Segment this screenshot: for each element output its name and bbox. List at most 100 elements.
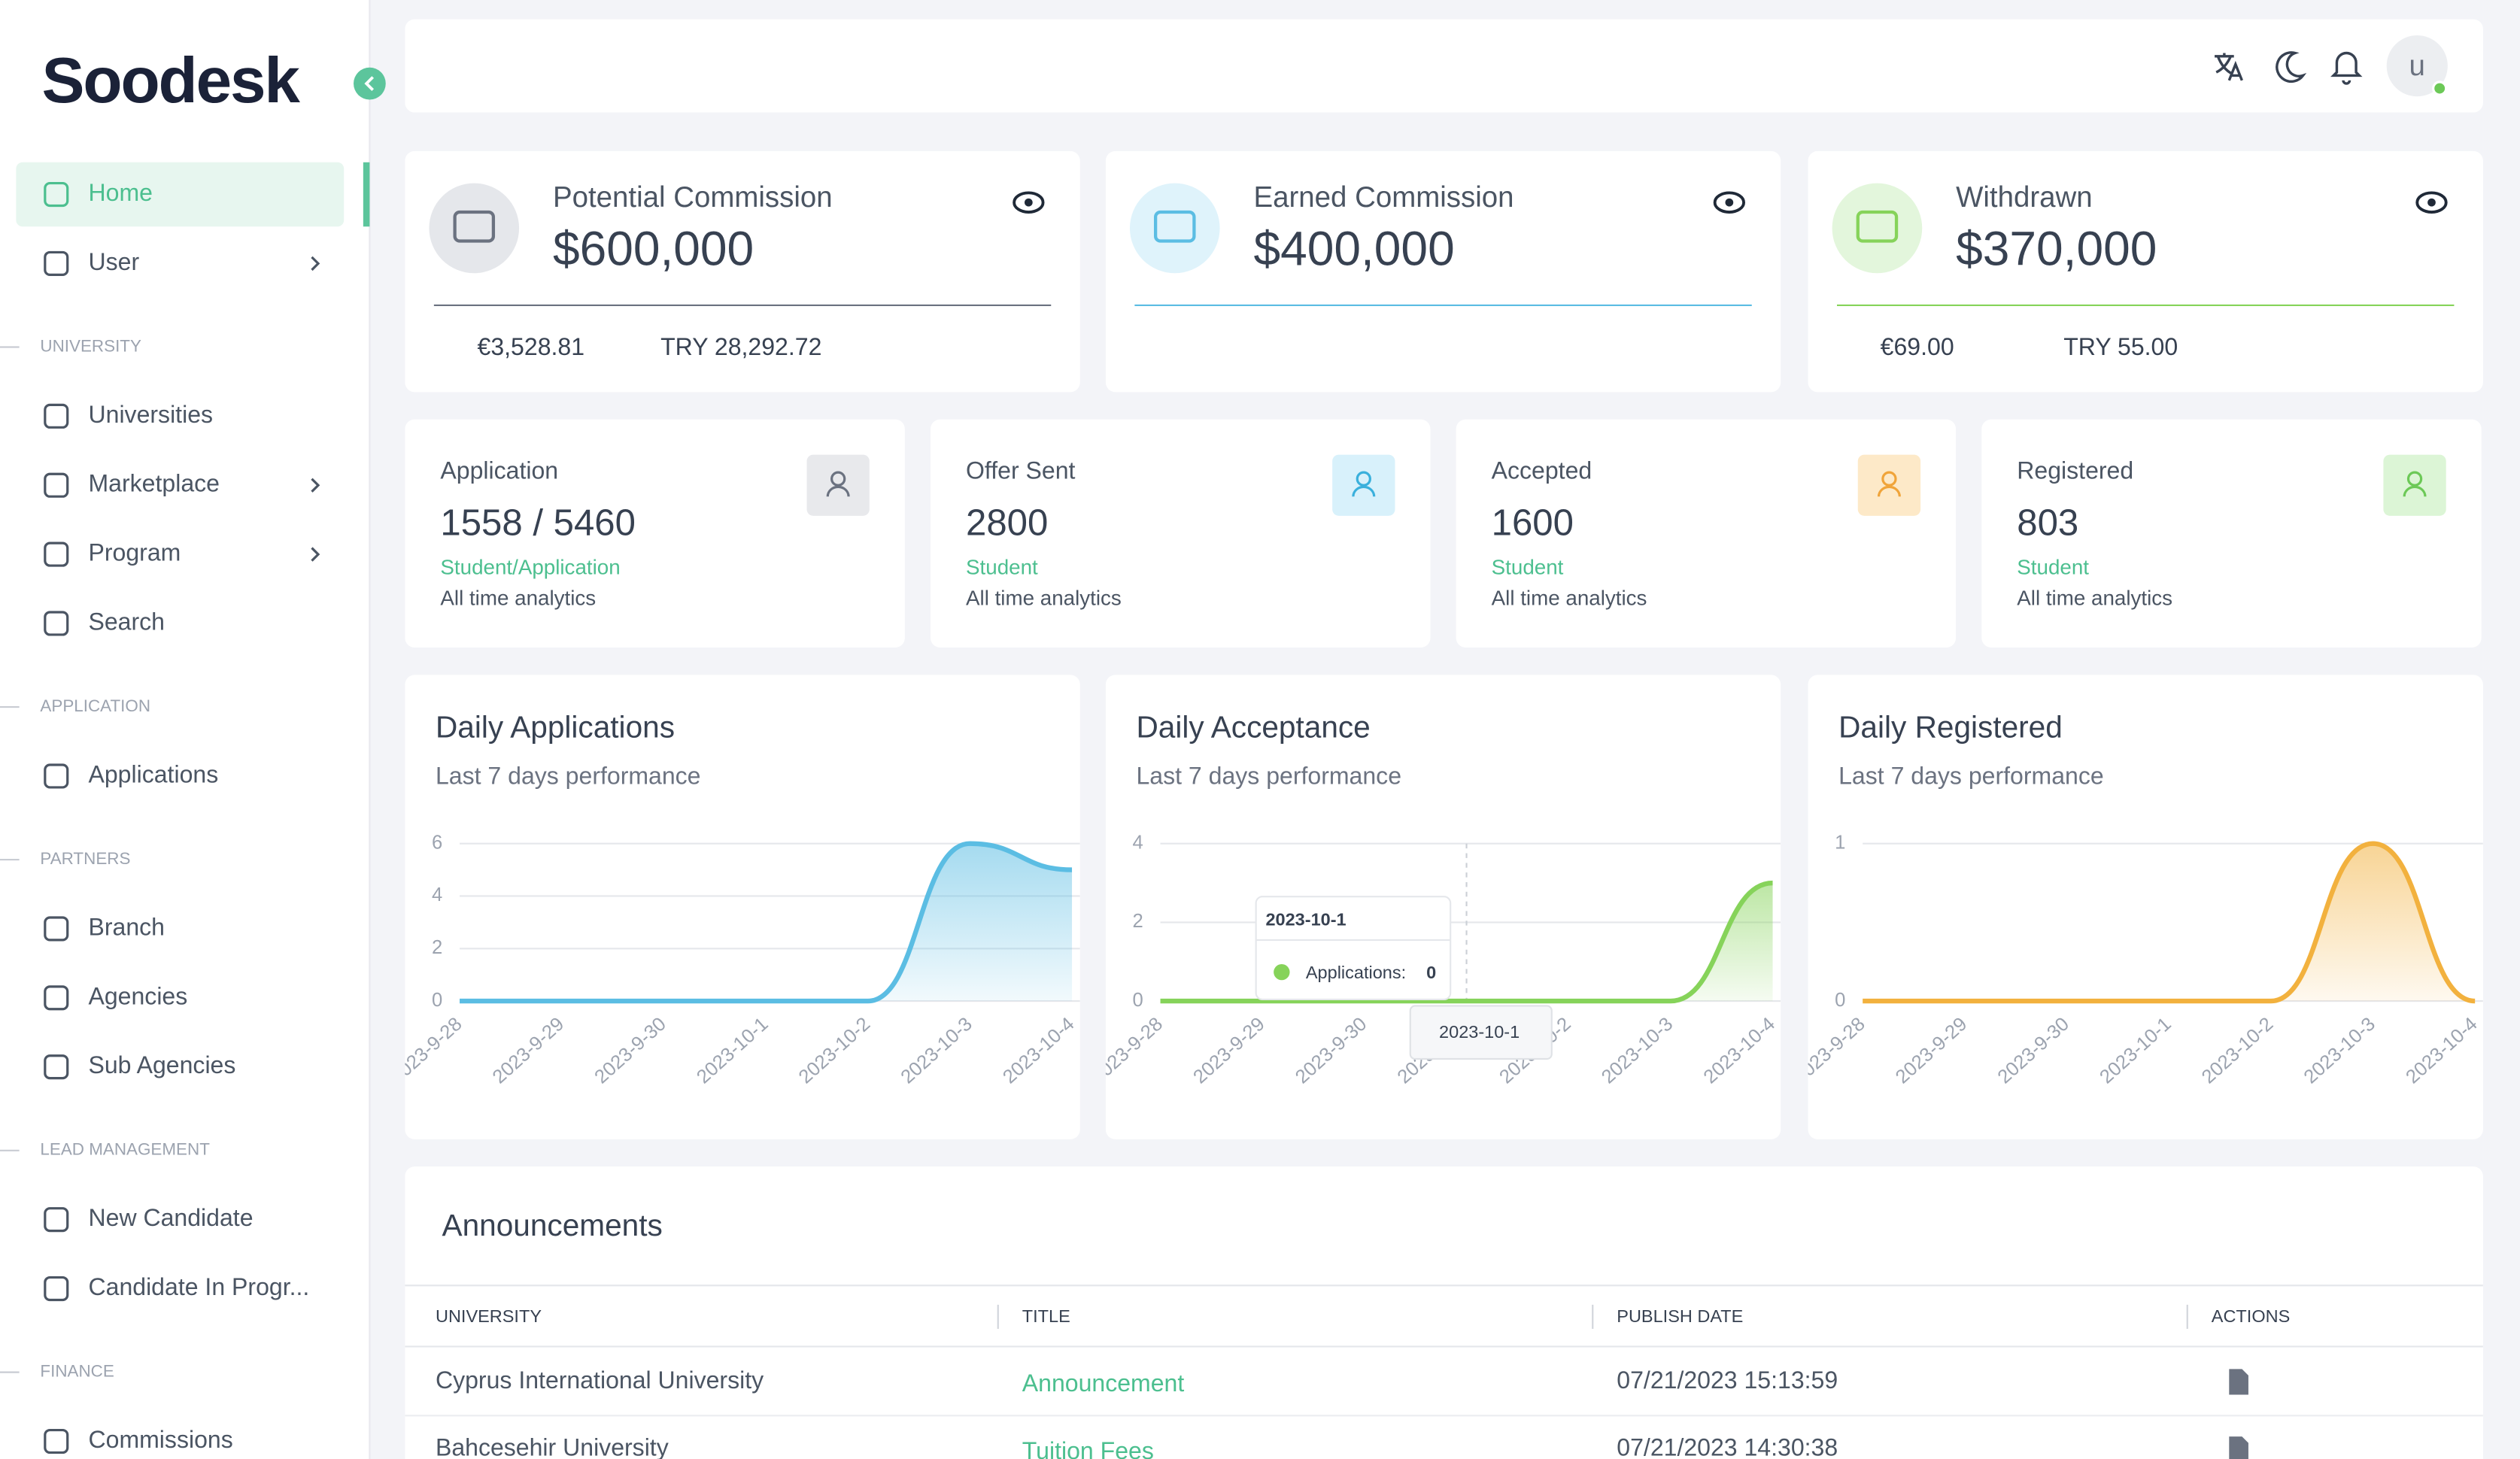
stat-card xyxy=(1456,419,1957,648)
collapse-button[interactable] xyxy=(354,67,386,100)
table-cell[interactable]: Announcement xyxy=(1022,1370,1185,1397)
nav-item[interactable]: New Candidate xyxy=(89,1204,254,1231)
section-heading: PARTNERS xyxy=(40,849,130,868)
stat-value: 803 xyxy=(2017,503,2078,544)
nav-item[interactable]: Program xyxy=(89,539,181,566)
stat-note: All time analytics xyxy=(440,586,596,609)
table-cell: Cyprus International University xyxy=(436,1366,764,1394)
nav-icon xyxy=(44,403,69,429)
theme-icon[interactable] xyxy=(2276,51,2307,83)
y-tick-label: 4 xyxy=(432,884,442,905)
stat-value: 1600 xyxy=(1492,503,1574,544)
tooltip-marker xyxy=(1274,963,1290,981)
eye-icon[interactable] xyxy=(1713,191,1746,214)
table-cell: Bahcesehir University xyxy=(436,1434,669,1459)
tooltip-title: 2023-10-1 xyxy=(1265,909,1346,929)
stat-icon-body xyxy=(1352,485,1376,497)
area-fill xyxy=(1863,843,2476,1002)
nav-active-bg xyxy=(16,162,345,227)
section-heading: APPLICATION xyxy=(40,696,150,715)
chart-card xyxy=(1808,675,2483,1139)
chart-title: Daily Applications xyxy=(436,710,675,745)
x-tooltip xyxy=(1409,1005,1553,1060)
stat-icon-head xyxy=(1881,471,1897,487)
eye-pupil xyxy=(2427,198,2436,207)
section-heading: FINANCE xyxy=(40,1362,114,1381)
stat-unit: Student xyxy=(966,556,1038,579)
nav-item[interactable]: Commissions xyxy=(89,1426,233,1453)
commission-sub: €69.00 xyxy=(1881,333,1954,360)
translate-icon[interactable] xyxy=(2215,53,2243,81)
stat-unit: Student/Application xyxy=(440,556,620,579)
y-tick-label: 0 xyxy=(1835,990,1845,1011)
area-line xyxy=(1160,880,1773,1004)
nav-item[interactable]: Agencies xyxy=(89,982,188,1009)
nav-item[interactable]: Universities xyxy=(89,401,214,428)
commission-amount: $600,000 xyxy=(553,221,754,275)
nav-item[interactable]: User xyxy=(89,248,140,275)
header-icons xyxy=(2215,51,2363,85)
nav-icon xyxy=(44,250,69,276)
brand: Soodesk xyxy=(42,45,301,117)
top-bar xyxy=(405,19,2483,113)
collapse-icon xyxy=(364,76,375,92)
area-fill xyxy=(1160,883,1773,1002)
nav-icon xyxy=(44,472,69,498)
commission-card xyxy=(1105,150,1781,393)
y-tick-label: 2 xyxy=(1132,911,1143,932)
chart-title: Daily Registered xyxy=(1838,710,2063,745)
chart-subtitle: Last 7 days performance xyxy=(1136,763,1401,790)
y-tick-label: 1 xyxy=(1835,832,1845,853)
nav-item[interactable]: Home xyxy=(89,179,153,206)
nav-icon xyxy=(44,1428,69,1454)
notification-icon[interactable] xyxy=(2330,51,2363,85)
area-fill xyxy=(460,843,1073,1002)
stat-icon-body xyxy=(826,485,850,497)
sidebar xyxy=(0,0,370,1459)
x-tooltip-label: 2023-10-1 xyxy=(1439,1022,1520,1042)
stat-icon-body xyxy=(2403,485,2427,497)
nav-item[interactable]: Marketplace xyxy=(89,470,220,497)
table-cell: 07/21/2023 14:30:38 xyxy=(1617,1434,1838,1459)
nav-item[interactable]: Search xyxy=(89,608,165,635)
eye-icon[interactable] xyxy=(2415,191,2448,214)
commission-card xyxy=(1808,150,2483,393)
column-header: UNIVERSITY xyxy=(436,1306,542,1326)
commission-icon-bg xyxy=(1832,183,1923,274)
nav-chevron xyxy=(311,256,320,271)
nav-icon xyxy=(44,1054,69,1080)
stat-title: Application xyxy=(440,457,558,484)
area-line xyxy=(1863,841,2476,1004)
stat-value: 2800 xyxy=(966,503,1048,544)
eye-pupil xyxy=(1725,198,1734,207)
section-heading: UNIVERSITY xyxy=(40,336,141,355)
column-header: ACTIONS xyxy=(2212,1306,2290,1326)
avatar[interactable] xyxy=(2386,35,2448,97)
action-icon[interactable] xyxy=(2229,1436,2248,1459)
chart-title: Daily Acceptance xyxy=(1136,710,1370,745)
column-header: PUBLISH DATE xyxy=(1617,1306,1743,1326)
action-icon[interactable] xyxy=(2229,1369,2248,1395)
eye-icon[interactable] xyxy=(1013,191,1045,214)
commission-title: Potential Commission xyxy=(553,181,833,214)
eye-pupil xyxy=(1025,198,1033,207)
stat-icon-body xyxy=(1877,485,1901,497)
y-tick-label: 0 xyxy=(1132,990,1143,1011)
y-tick-label: 0 xyxy=(432,990,442,1011)
commission-sub: TRY 28,292.72 xyxy=(660,333,821,360)
section-heading: LEAD MANAGEMENT xyxy=(40,1140,210,1159)
stat-note: All time analytics xyxy=(1492,586,1647,609)
nav-item[interactable]: Sub Agencies xyxy=(89,1051,236,1078)
stat-card xyxy=(1981,419,2482,648)
nav-chevron xyxy=(311,547,320,562)
nav-item[interactable]: Candidate In Progr... xyxy=(89,1273,310,1300)
table-cell[interactable]: Tuition Fees xyxy=(1022,1437,1154,1459)
nav-item[interactable]: Branch xyxy=(89,913,165,940)
stat-title: Accepted xyxy=(1492,457,1592,484)
stat-title: Offer Sent xyxy=(966,457,1076,484)
nav-item[interactable]: Applications xyxy=(89,760,219,787)
stat-icon-head xyxy=(2406,471,2423,487)
commission-icon xyxy=(1856,210,1899,243)
